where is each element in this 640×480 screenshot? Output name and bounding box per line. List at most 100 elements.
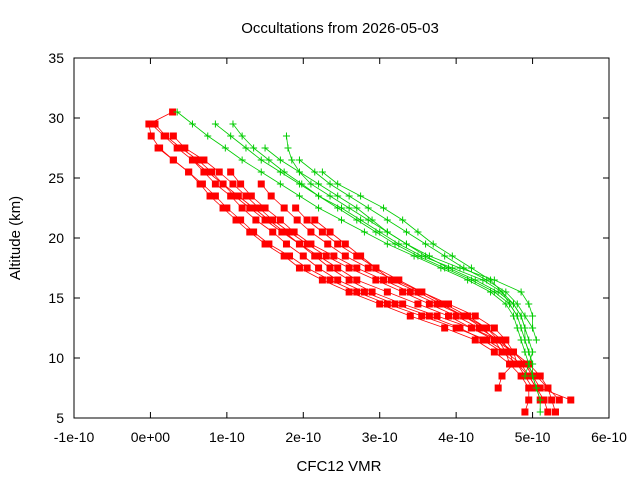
- data-point: [532, 372, 540, 380]
- data-point: [173, 108, 181, 116]
- x-tick-label: 2e-10: [285, 429, 321, 445]
- data-point: [227, 132, 235, 140]
- data-point: [525, 348, 533, 356]
- plot-series: [145, 108, 575, 416]
- data-point: [425, 300, 433, 308]
- data-point: [295, 264, 303, 272]
- data-point: [452, 324, 460, 332]
- data-point: [391, 300, 399, 308]
- x-tick-label: 1e-10: [209, 429, 245, 445]
- data-point: [221, 144, 229, 152]
- data-point: [479, 324, 487, 332]
- data-point: [525, 372, 533, 380]
- data-point: [219, 204, 227, 212]
- data-point: [471, 312, 479, 320]
- data-point: [303, 264, 311, 272]
- data-point: [509, 348, 517, 356]
- data-point: [395, 276, 403, 284]
- data-point: [169, 156, 177, 164]
- data-point: [282, 240, 290, 248]
- data-point: [494, 336, 502, 344]
- data-point: [242, 144, 250, 152]
- data-point: [265, 156, 273, 164]
- data-point: [521, 312, 529, 320]
- data-point: [330, 252, 338, 260]
- data-point: [265, 216, 273, 224]
- data-point: [380, 204, 388, 212]
- data-point: [521, 408, 529, 416]
- data-point: [261, 216, 269, 224]
- data-point: [383, 228, 391, 236]
- data-point: [357, 252, 365, 260]
- data-point: [147, 120, 155, 128]
- data-point: [529, 312, 537, 320]
- data-point: [498, 336, 506, 344]
- data-point: [483, 336, 491, 344]
- data-point: [177, 144, 185, 152]
- data-point: [502, 348, 510, 356]
- data-point: [445, 300, 452, 308]
- data-point: [269, 228, 277, 236]
- data-point: [242, 192, 250, 200]
- data-point: [295, 240, 303, 248]
- data-point: [311, 252, 319, 260]
- data-point: [552, 408, 559, 416]
- data-point: [267, 192, 275, 200]
- data-point: [276, 180, 284, 188]
- data-point: [506, 360, 514, 368]
- data-point: [211, 192, 219, 200]
- series-red: [145, 108, 575, 416]
- data-point: [376, 228, 384, 236]
- profile-line: [176, 111, 541, 412]
- data-point: [448, 252, 456, 260]
- y-tick-label: 25: [48, 170, 64, 186]
- data-point: [345, 204, 353, 212]
- data-point: [208, 168, 216, 176]
- data-point: [303, 240, 311, 248]
- data-point: [513, 312, 521, 320]
- data-point: [315, 264, 323, 272]
- data-point: [307, 240, 315, 248]
- data-point: [490, 324, 498, 332]
- data-point: [315, 252, 323, 260]
- data-point: [334, 192, 342, 200]
- data-point: [318, 276, 326, 284]
- data-point: [345, 264, 353, 272]
- y-tick-label: 35: [48, 50, 64, 66]
- data-point: [418, 312, 426, 320]
- data-point: [282, 132, 290, 140]
- plot-frame: [73, 57, 610, 419]
- x-tick-label: 5e-10: [515, 429, 551, 445]
- data-point: [383, 300, 391, 308]
- data-point: [255, 204, 263, 212]
- data-point: [188, 156, 196, 164]
- x-tick-label: 0e+00: [131, 429, 171, 445]
- data-point: [295, 192, 303, 200]
- data-point: [250, 228, 258, 236]
- data-point: [261, 144, 269, 152]
- data-point: [295, 168, 303, 176]
- data-point: [406, 312, 414, 320]
- data-point: [261, 204, 269, 212]
- data-point: [334, 240, 342, 248]
- data-point: [479, 336, 487, 344]
- x-tick-label: -1e-10: [54, 429, 95, 445]
- data-point: [181, 144, 189, 152]
- data-point: [536, 408, 544, 416]
- data-point: [232, 216, 240, 224]
- data-point: [341, 240, 349, 248]
- data-point: [206, 192, 214, 200]
- data-point: [151, 120, 159, 128]
- data-point: [529, 372, 537, 380]
- data-point: [372, 276, 380, 284]
- data-point: [338, 216, 345, 224]
- data-point: [334, 276, 342, 284]
- data-point: [315, 204, 323, 212]
- data-point: [441, 300, 449, 308]
- data-point: [395, 240, 403, 248]
- data-point: [269, 216, 277, 224]
- data-point: [456, 324, 464, 332]
- data-point: [441, 252, 449, 260]
- profile-line: [232, 123, 534, 377]
- data-point: [475, 324, 483, 332]
